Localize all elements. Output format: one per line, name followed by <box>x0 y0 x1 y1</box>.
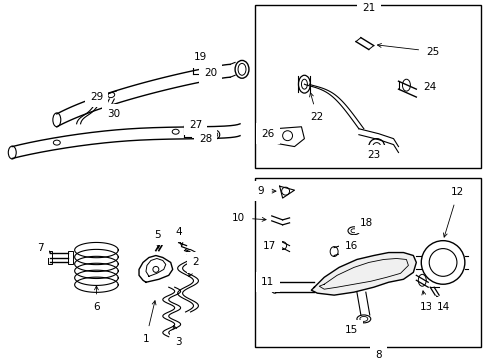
Text: 14: 14 <box>436 296 449 312</box>
Text: 7: 7 <box>37 243 51 253</box>
Text: 6: 6 <box>93 286 100 312</box>
Text: 8: 8 <box>375 348 381 360</box>
Text: 10: 10 <box>231 213 265 223</box>
Text: 13: 13 <box>419 291 432 312</box>
Text: 22: 22 <box>309 93 323 122</box>
Text: 2: 2 <box>188 257 199 276</box>
Text: 25: 25 <box>377 44 439 57</box>
Text: 23: 23 <box>366 150 380 161</box>
Text: 5: 5 <box>154 230 161 248</box>
Text: 12: 12 <box>443 187 464 237</box>
Text: 9: 9 <box>257 186 275 196</box>
Polygon shape <box>311 253 415 295</box>
Text: 30: 30 <box>106 109 120 119</box>
Text: 15: 15 <box>344 322 363 335</box>
Bar <box>48 251 52 265</box>
Text: 1: 1 <box>142 301 156 344</box>
Text: 4: 4 <box>175 227 183 245</box>
Bar <box>254 5 480 168</box>
Bar <box>254 178 480 347</box>
Text: 20: 20 <box>203 68 217 78</box>
Text: 19: 19 <box>193 53 206 68</box>
Text: 11: 11 <box>261 277 274 287</box>
Text: 26: 26 <box>261 129 279 139</box>
Text: 18: 18 <box>358 218 373 229</box>
Text: 24: 24 <box>418 82 436 92</box>
Text: 21: 21 <box>362 3 375 14</box>
Text: 3: 3 <box>173 325 182 347</box>
Text: 29: 29 <box>90 92 103 104</box>
Bar <box>67 251 73 265</box>
Text: 16: 16 <box>344 240 357 251</box>
Text: 28: 28 <box>198 134 212 144</box>
Text: 27: 27 <box>188 120 202 130</box>
Text: 17: 17 <box>263 240 276 251</box>
